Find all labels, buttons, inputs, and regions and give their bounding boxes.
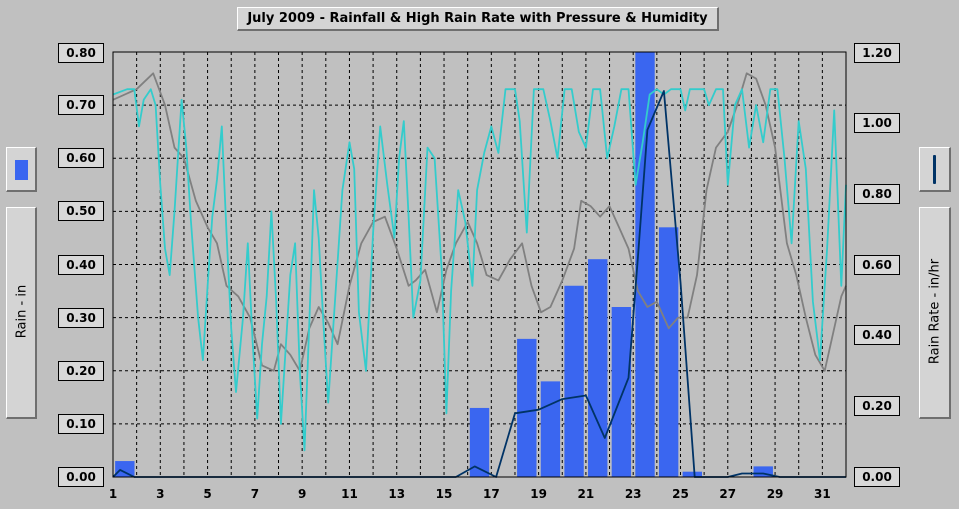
rainfall-bar bbox=[564, 285, 584, 477]
rainfall-bar bbox=[682, 471, 703, 477]
right-y-tick-label: 0.40 bbox=[854, 325, 900, 346]
blue-line-swatch-icon bbox=[933, 155, 936, 184]
x-tick-label: 5 bbox=[203, 487, 211, 501]
rainfall-bar bbox=[611, 307, 632, 477]
x-tick-label: 15 bbox=[436, 487, 453, 501]
x-tick-label: 17 bbox=[483, 487, 500, 501]
left-y-tick-label: 0.10 bbox=[58, 413, 104, 434]
left-axis-title-box: Rain - in bbox=[6, 207, 37, 419]
right-y-tick-label: 0.60 bbox=[854, 254, 900, 275]
right-y-tick-label: 0.00 bbox=[854, 467, 900, 487]
right-y-tick-label: 0.20 bbox=[854, 396, 900, 417]
series-lines bbox=[112, 72, 847, 478]
rainfall-bar bbox=[658, 227, 679, 477]
rainfall-bars bbox=[115, 52, 773, 477]
rainfall-bar bbox=[517, 338, 537, 477]
left-y-tick-label: 0.20 bbox=[58, 360, 104, 381]
left-y-tick-label: 0.50 bbox=[58, 201, 104, 222]
rain-rate-line bbox=[112, 90, 846, 478]
x-tick-label: 3 bbox=[156, 487, 164, 501]
x-tick-label: 29 bbox=[767, 487, 784, 501]
left-y-tick-label: 0.80 bbox=[58, 43, 104, 63]
right-legend-swatch bbox=[919, 147, 951, 192]
left-y-tick-label: 0.60 bbox=[58, 148, 104, 169]
chart-title: July 2009 - Rainfall & High Rain Rate wi… bbox=[247, 11, 708, 26]
x-tick-label: 25 bbox=[672, 487, 689, 501]
plot-border bbox=[112, 51, 847, 478]
x-axis-ticks: 1 3 5 7 9 11 13 15 17 19 21 23 25 27 29 31 bbox=[109, 487, 831, 501]
left-y-tick-label: 0.70 bbox=[58, 95, 104, 116]
pressure-line bbox=[112, 72, 847, 372]
x-tick-label: 19 bbox=[530, 487, 547, 501]
right-y-tick-label: 1.20 bbox=[854, 43, 900, 63]
rainfall-bar bbox=[588, 259, 608, 477]
right-y-tick-label: 1.00 bbox=[854, 112, 900, 133]
rainfall-bar bbox=[753, 466, 773, 477]
x-tick-label: 11 bbox=[341, 487, 358, 501]
x-tick-label: 31 bbox=[814, 487, 831, 501]
x-tick-label: 7 bbox=[251, 487, 259, 501]
x-tick-label: 27 bbox=[719, 487, 736, 501]
left-y-tick-label: 0.00 bbox=[58, 467, 104, 487]
left-legend-swatch bbox=[6, 147, 37, 192]
x-tick-label: 1 bbox=[109, 487, 117, 501]
x-tick-label: 23 bbox=[625, 487, 642, 501]
blue-bar-swatch-icon bbox=[15, 160, 28, 180]
rainfall-bar bbox=[540, 381, 561, 477]
x-tick-label: 21 bbox=[578, 487, 595, 501]
right-axis-title-box: Rain Rate - in/hr bbox=[919, 207, 951, 419]
rainfall-bar bbox=[115, 461, 135, 477]
x-tick-label: 13 bbox=[388, 487, 405, 501]
chart-title-box: July 2009 - Rainfall & High Rain Rate wi… bbox=[237, 7, 719, 31]
humidity-line bbox=[112, 88, 847, 452]
x-tick-label: 9 bbox=[298, 487, 306, 501]
left-y-tick-label: 0.30 bbox=[58, 307, 104, 328]
rainfall-bar bbox=[469, 407, 490, 477]
right-y-tick-label: 0.80 bbox=[854, 183, 900, 204]
left-y-tick-label: 0.40 bbox=[58, 254, 104, 275]
